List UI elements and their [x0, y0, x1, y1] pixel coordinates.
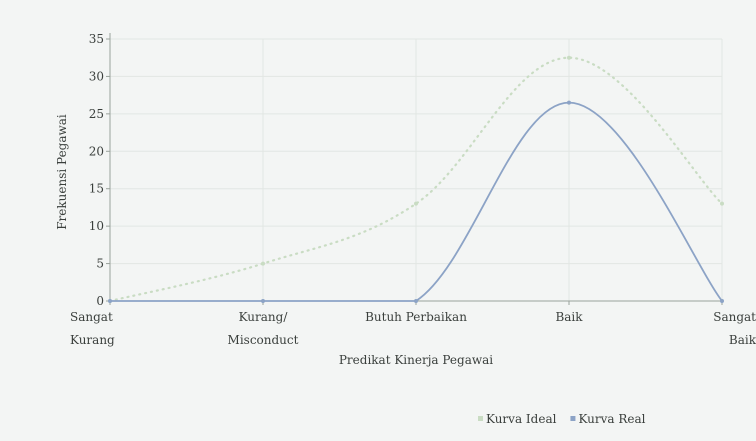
x-tick-label: Baik — [555, 310, 583, 324]
y-tick-label: 5 — [96, 257, 104, 271]
x-tick-label: Baik — [729, 333, 756, 347]
x-tick-label: Kurang/ — [239, 310, 289, 324]
data-point-kurva-real — [108, 299, 112, 303]
y-tick-label: 20 — [89, 144, 104, 158]
y-axis-label: Frekuensi Pegawai — [55, 114, 69, 230]
x-tick-label: Kurang — [70, 333, 115, 347]
y-tick-label: 10 — [89, 219, 104, 233]
x-axis-ticks: Sangat Kurang Kurang/Misconduct Butuh Perba… — [70, 301, 756, 347]
series-lines — [108, 55, 724, 303]
data-point-kurva-real — [261, 299, 265, 303]
data-point-kurva-real — [720, 299, 724, 303]
x-tick-label: Sangat — [713, 310, 756, 324]
data-point-kurva-real — [414, 299, 418, 303]
data-point-kurva-ideal — [720, 201, 724, 206]
y-tick-label: 35 — [89, 32, 104, 46]
y-axis-ticks: 0 5 10 15 20 25 30 35 — [89, 32, 110, 308]
legend-label: Kurva Ideal — [486, 412, 557, 426]
x-tick-label: Sangat — [70, 310, 113, 324]
data-point-kurva-real — [567, 100, 571, 105]
series-line-kurva-real — [109, 101, 723, 302]
x-axis-label: Predikat Kinerja Pegawai — [339, 353, 493, 367]
y-tick-label: 30 — [89, 69, 104, 83]
x-tick-label: Butuh Perbaikan — [365, 310, 467, 324]
series-line-kurva-ideal — [108, 56, 724, 303]
x-tick-label: Misconduct — [228, 333, 299, 347]
y-tick-label: 25 — [89, 107, 104, 121]
y-tick-label: 0 — [96, 294, 104, 308]
data-point-kurva-ideal — [414, 201, 418, 206]
data-point-kurva-ideal — [567, 55, 571, 60]
legend-swatch — [478, 416, 483, 421]
legend-swatch — [570, 416, 576, 421]
legend-label: Kurva Real — [578, 412, 645, 426]
gridlines — [109, 38, 723, 302]
legend: Kurva Ideal Kurva Real — [478, 412, 646, 426]
data-point-kurva-ideal — [261, 261, 265, 266]
y-tick-label: 15 — [89, 182, 104, 196]
